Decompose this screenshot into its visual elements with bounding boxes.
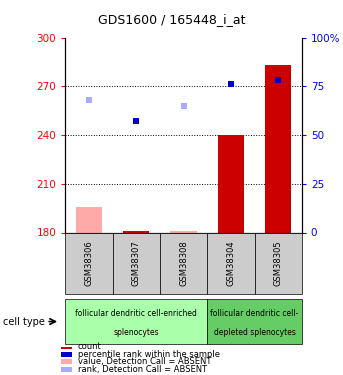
Text: count: count	[78, 342, 101, 351]
Text: depleted splenocytes: depleted splenocytes	[214, 328, 295, 337]
Text: value, Detection Call = ABSENT: value, Detection Call = ABSENT	[78, 357, 211, 366]
Text: GSM38308: GSM38308	[179, 241, 188, 286]
Point	[133, 118, 139, 124]
Bar	[65, 299, 207, 344]
Text: GSM38306: GSM38306	[84, 241, 93, 286]
Bar	[65, 232, 113, 294]
Bar	[160, 232, 207, 294]
Bar	[218, 135, 244, 232]
Bar	[123, 231, 149, 232]
Bar	[61, 344, 72, 350]
Bar	[255, 232, 302, 294]
Point	[181, 103, 186, 109]
Bar	[61, 366, 72, 372]
Bar	[61, 352, 72, 357]
Text: GSM38304: GSM38304	[226, 241, 235, 286]
Bar	[207, 232, 255, 294]
Bar	[76, 207, 102, 232]
Point	[275, 77, 281, 83]
Text: GSM38305: GSM38305	[274, 241, 283, 286]
Bar	[61, 359, 72, 364]
Bar	[265, 65, 291, 232]
Bar	[207, 299, 302, 344]
Bar	[170, 231, 197, 232]
Text: follicular dendritic cell-: follicular dendritic cell-	[210, 309, 299, 318]
Bar	[113, 232, 160, 294]
Text: GDS1600 / 165448_i_at: GDS1600 / 165448_i_at	[98, 13, 245, 26]
Text: GSM38307: GSM38307	[132, 241, 141, 286]
Text: cell type: cell type	[3, 316, 45, 327]
Point	[228, 81, 234, 87]
Text: splenocytes: splenocytes	[113, 328, 159, 337]
Text: rank, Detection Call = ABSENT: rank, Detection Call = ABSENT	[78, 364, 206, 374]
Text: percentile rank within the sample: percentile rank within the sample	[78, 350, 220, 359]
Text: follicular dendritic cell-enriched: follicular dendritic cell-enriched	[75, 309, 197, 318]
Point	[86, 97, 92, 103]
